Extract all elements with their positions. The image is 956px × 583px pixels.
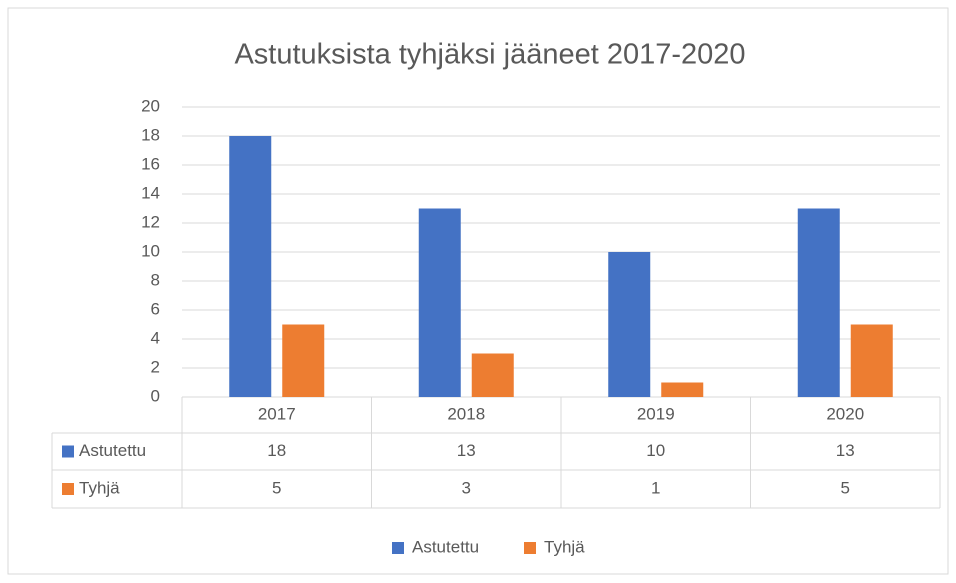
table-row-label: Tyhjä	[79, 478, 120, 497]
bar	[418, 208, 461, 397]
y-tick-label: 0	[151, 386, 160, 405]
table-value: 1	[651, 478, 660, 497]
bar	[850, 324, 893, 397]
y-tick-label: 14	[141, 183, 160, 202]
y-tick-label: 4	[151, 328, 160, 347]
bar	[229, 136, 272, 397]
table-legend-key	[62, 445, 74, 458]
table-value: 10	[646, 441, 665, 460]
legend-label: Astutettu	[412, 537, 479, 556]
table-value: 5	[841, 478, 850, 497]
x-tick-label: 2018	[447, 404, 485, 423]
x-tick-label: 2020	[826, 404, 864, 423]
y-tick-label: 2	[151, 357, 160, 376]
y-tick-label: 12	[141, 212, 160, 231]
table-value: 3	[462, 478, 471, 497]
chart-title: Astutuksista tyhjäksi jääneet 2017-2020	[234, 39, 745, 71]
table-legend-key	[62, 483, 74, 495]
x-tick-label: 2019	[637, 404, 675, 423]
table-row-label: Astutettu	[79, 441, 146, 460]
y-tick-label: 18	[141, 125, 160, 144]
y-tick-label: 10	[141, 241, 160, 260]
bar	[608, 252, 651, 397]
legend-key	[392, 542, 404, 554]
y-tick-label: 8	[151, 270, 160, 289]
bar	[282, 324, 325, 397]
table-value: 18	[267, 441, 286, 460]
y-tick-label: 6	[151, 299, 160, 318]
y-tick-label: 16	[141, 154, 160, 173]
table-value: 13	[836, 441, 855, 460]
legend-label: Tyhjä	[544, 537, 585, 556]
table-value: 13	[457, 441, 476, 460]
x-tick-label: 2017	[258, 404, 296, 423]
y-tick-label: 20	[141, 96, 160, 115]
bar	[661, 382, 704, 397]
legend-key	[524, 542, 536, 554]
table-value: 5	[272, 478, 281, 497]
bar	[471, 353, 514, 397]
chart-frame	[7, 7, 949, 575]
bar	[797, 208, 840, 397]
